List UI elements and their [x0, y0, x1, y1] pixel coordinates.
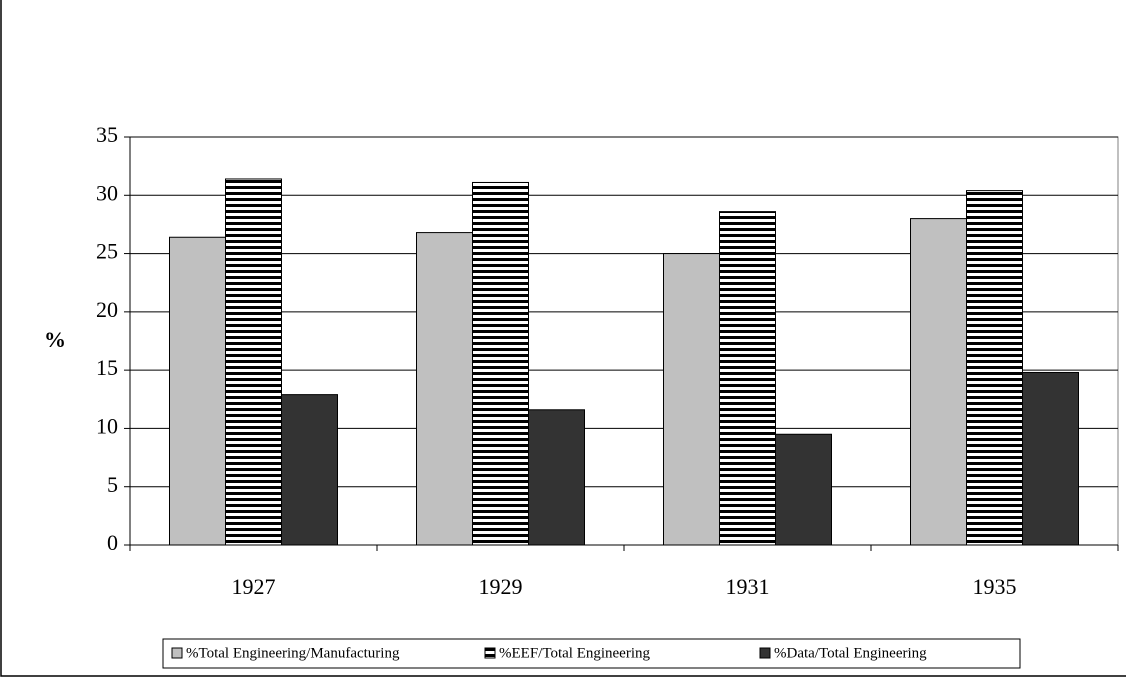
y-tick-label: 15 [96, 355, 118, 380]
legend-swatch [759, 647, 771, 659]
y-tick-label: 30 [96, 180, 118, 205]
bar [472, 181, 529, 546]
bar [169, 236, 226, 546]
legend-swatch [484, 647, 496, 659]
bar [416, 232, 473, 546]
y-tick-label: 35 [96, 122, 118, 147]
bar [775, 433, 832, 546]
legend-label: %Data/Total Engineering [774, 645, 927, 661]
bar [719, 211, 776, 546]
bar [225, 178, 282, 546]
bar [1022, 371, 1079, 546]
y-tick-label: 5 [107, 472, 118, 497]
x-tick-label: 1927 [232, 574, 276, 599]
y-tick-label: 20 [96, 297, 118, 322]
legend-label: %EEF/Total Engineering [499, 645, 650, 661]
bar [966, 190, 1023, 546]
legend-box [162, 638, 1021, 669]
bar [910, 218, 967, 546]
legend-swatch [171, 647, 183, 659]
y-tick-label: 0 [107, 530, 118, 555]
bar [281, 394, 338, 546]
bar [528, 409, 585, 546]
y-tick-label: 10 [96, 413, 118, 438]
y-axis-label: % [44, 327, 66, 352]
legend-label: %Total Engineering/Manufacturing [186, 645, 400, 661]
x-tick-label: 1935 [973, 574, 1017, 599]
x-tick-label: 1929 [479, 574, 523, 599]
y-tick-label: 25 [96, 239, 118, 264]
bar [663, 253, 720, 546]
x-tick-label: 1931 [726, 574, 770, 599]
